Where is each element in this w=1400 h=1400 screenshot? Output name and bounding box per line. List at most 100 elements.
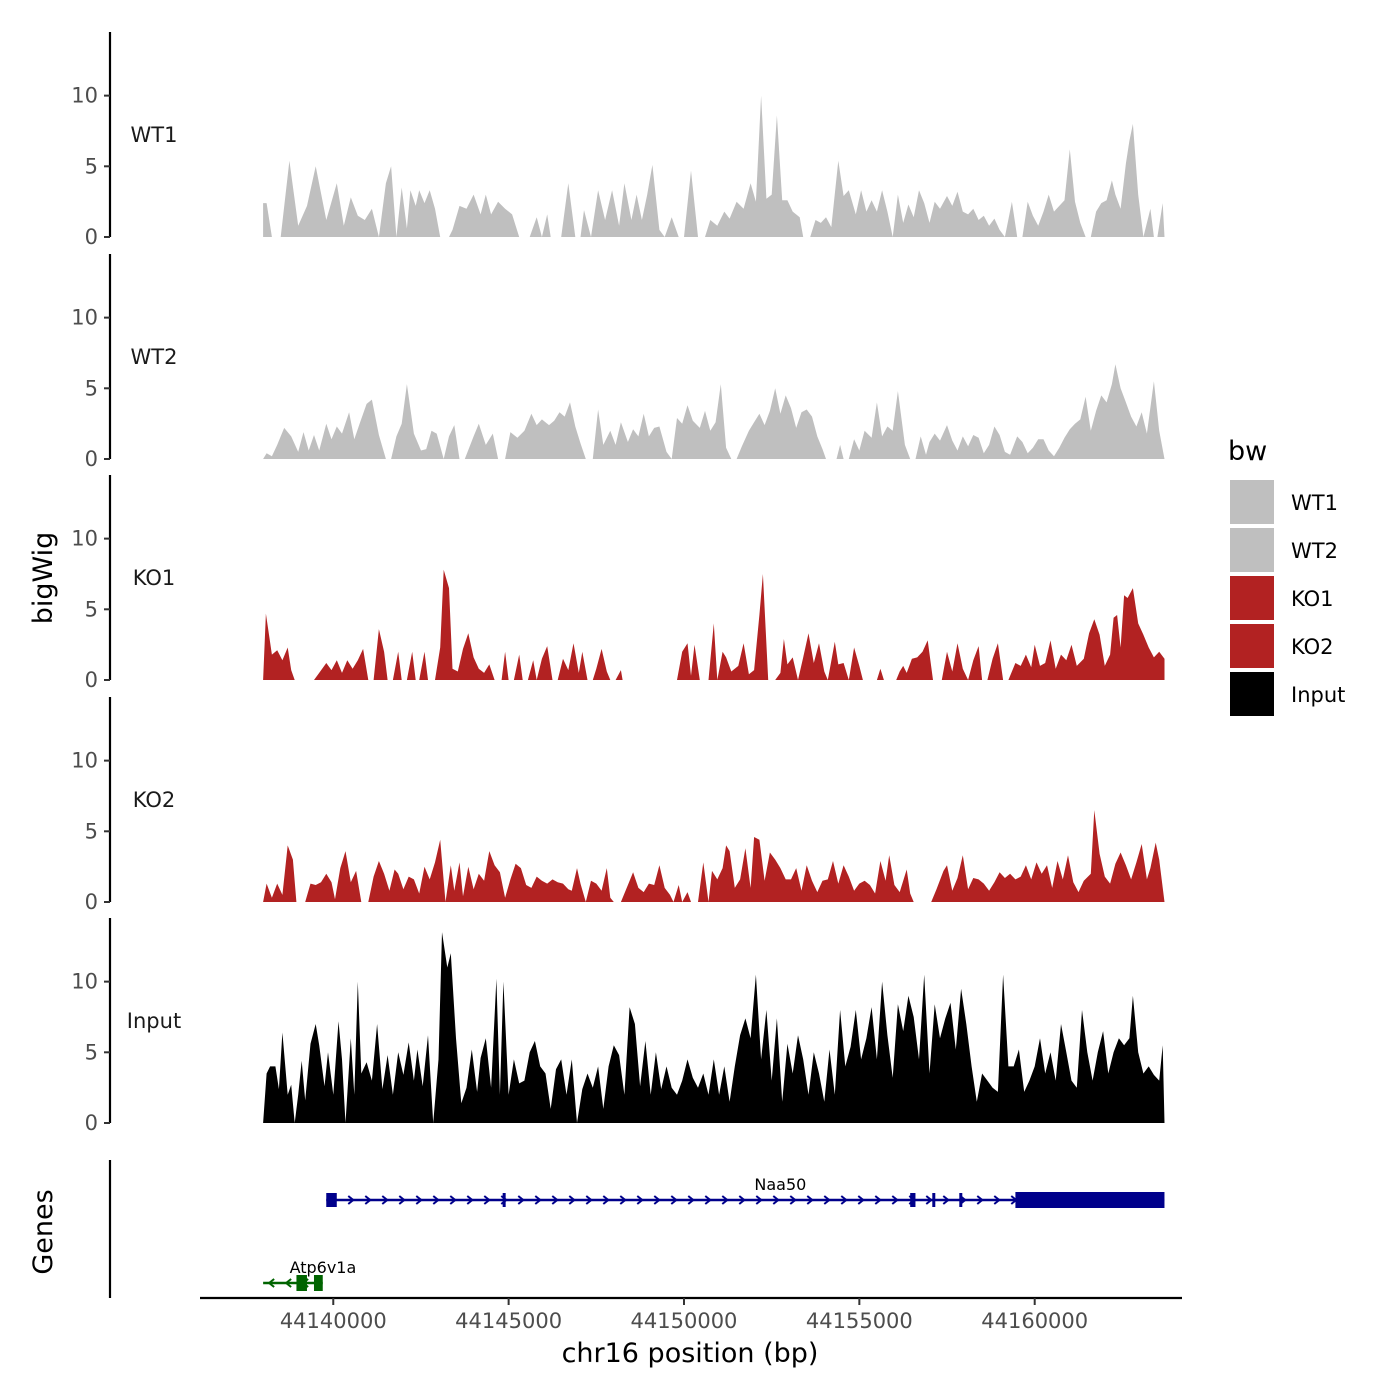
track-label-input: Input [127,1009,181,1033]
strand-chevron [721,1195,729,1205]
strand-chevron [415,1195,423,1205]
strand-chevron [670,1195,678,1205]
exon [313,1275,323,1291]
track-ko2: 0 5 10 KO2 [71,697,1165,914]
x-axis: 44140000 44145000 44150000 44155000 44160000 [200,1296,1182,1333]
strand-chevron [602,1195,610,1205]
track-wt2: 0 5 10 WT2 [71,254,1165,471]
signal-area-ko1 [263,569,1165,680]
strand-chevron [857,1195,865,1205]
strand-chevron [789,1195,797,1205]
signal-area-wt1 [263,95,1165,237]
y-tick-label: 0 [85,225,98,249]
y-tick-label: 0 [85,668,98,692]
strand-chevron [534,1195,542,1205]
strand-chevron [449,1195,457,1205]
genes-panel: Naa50 Atp6v1a [108,1160,1165,1298]
legend-key-ko1 [1230,576,1274,620]
y-tick-label: 5 [85,376,98,400]
y-tick-label: 0 [85,447,98,471]
gene-label: Naa50 [754,1175,806,1194]
gene-naa50: Naa50 [326,1175,1165,1208]
y-tick-label: 5 [85,819,98,843]
x-axis-title: chr16 position (bp) [562,1338,819,1369]
strand-chevron [364,1195,372,1205]
signal-area-wt2 [263,364,1165,459]
strand-chevron [806,1195,814,1205]
legend-key-wt1 [1230,480,1274,524]
exon [502,1193,506,1207]
strand-chevron [891,1195,899,1205]
strand-chevron [517,1195,525,1205]
signal-area-ko2 [263,810,1165,902]
legend-label-wt2: WT2 [1291,539,1338,563]
strand-chevron [653,1195,661,1205]
strand-chevron [704,1195,712,1205]
y-tick-label: 10 [71,306,98,330]
track-panels: 0 5 10 WT1 0 5 10 WT2 0 5 10 KO1 0 5 10 KO2 0 5 10 Input [71,32,1165,1135]
y-tick-label: 10 [71,970,98,994]
strand-chevron [466,1195,474,1205]
exon [296,1275,307,1291]
x-tick-label: 44155000 [806,1309,913,1333]
gene-atp6v1a: Atp6v1a [263,1258,356,1291]
strand-chevron [942,1195,950,1205]
strand-chevron [874,1195,882,1205]
y-tick-label: 0 [85,890,98,914]
x-tick-label: 44160000 [981,1309,1088,1333]
exon [326,1193,337,1207]
strand-chevron [347,1195,355,1205]
track-label-wt2: WT2 [131,345,178,369]
exon [932,1193,936,1207]
legend: bw WT1 WT2 KO1 KO2 Input [1228,436,1345,716]
track-label-ko1: KO1 [133,566,176,590]
x-tick-label: 44140000 [280,1309,387,1333]
legend-key-input [1230,672,1274,716]
legend-title: bw [1228,436,1267,467]
y-tick-label: 5 [85,154,98,178]
strand-chevron [636,1195,644,1205]
strand-chevron [483,1195,491,1205]
y-tick-label: 0 [85,1111,98,1135]
x-tick-label: 44145000 [455,1309,562,1333]
strand-chevron [381,1195,389,1205]
strand-chevron [551,1195,559,1205]
track-wt1: 0 5 10 WT1 [71,32,1165,249]
legend-label-ko1: KO1 [1291,587,1334,611]
strand-chevron [267,1278,275,1288]
legend-label-wt1: WT1 [1291,491,1338,515]
track-input: 0 5 10 Input [71,918,1165,1135]
exon [959,1193,963,1207]
strand-chevron [398,1195,406,1205]
strand-chevron [284,1278,292,1288]
strand-chevron [585,1195,593,1205]
y-axis-title: bigWig [28,532,59,625]
legend-label-ko2: KO2 [1291,635,1334,659]
legend-key-ko2 [1230,624,1274,668]
exon [1015,1192,1165,1208]
signal-area-input [263,932,1165,1123]
strand-chevron [840,1195,848,1205]
strand-chevron [432,1195,440,1205]
strand-chevron [738,1195,746,1205]
track-ko1: 0 5 10 KO1 [71,475,1165,692]
track-label-wt1: WT1 [131,123,178,147]
y-tick-label: 10 [71,749,98,773]
gene-label: Atp6v1a [290,1258,357,1277]
strand-chevron [619,1195,627,1205]
strand-chevron [925,1195,933,1205]
track-label-ko2: KO2 [133,788,176,812]
genes-axis-title: Genes [28,1189,59,1274]
strand-chevron [568,1195,576,1205]
strand-chevron [993,1195,1001,1205]
strand-chevron [755,1195,763,1205]
y-tick-label: 5 [85,1040,98,1064]
x-tick-label: 44150000 [631,1309,738,1333]
y-tick-label: 10 [71,527,98,551]
exon [910,1193,916,1207]
legend-key-wt2 [1230,528,1274,572]
strand-chevron [687,1195,695,1205]
y-tick-label: 10 [71,84,98,108]
y-tick-label: 5 [85,597,98,621]
